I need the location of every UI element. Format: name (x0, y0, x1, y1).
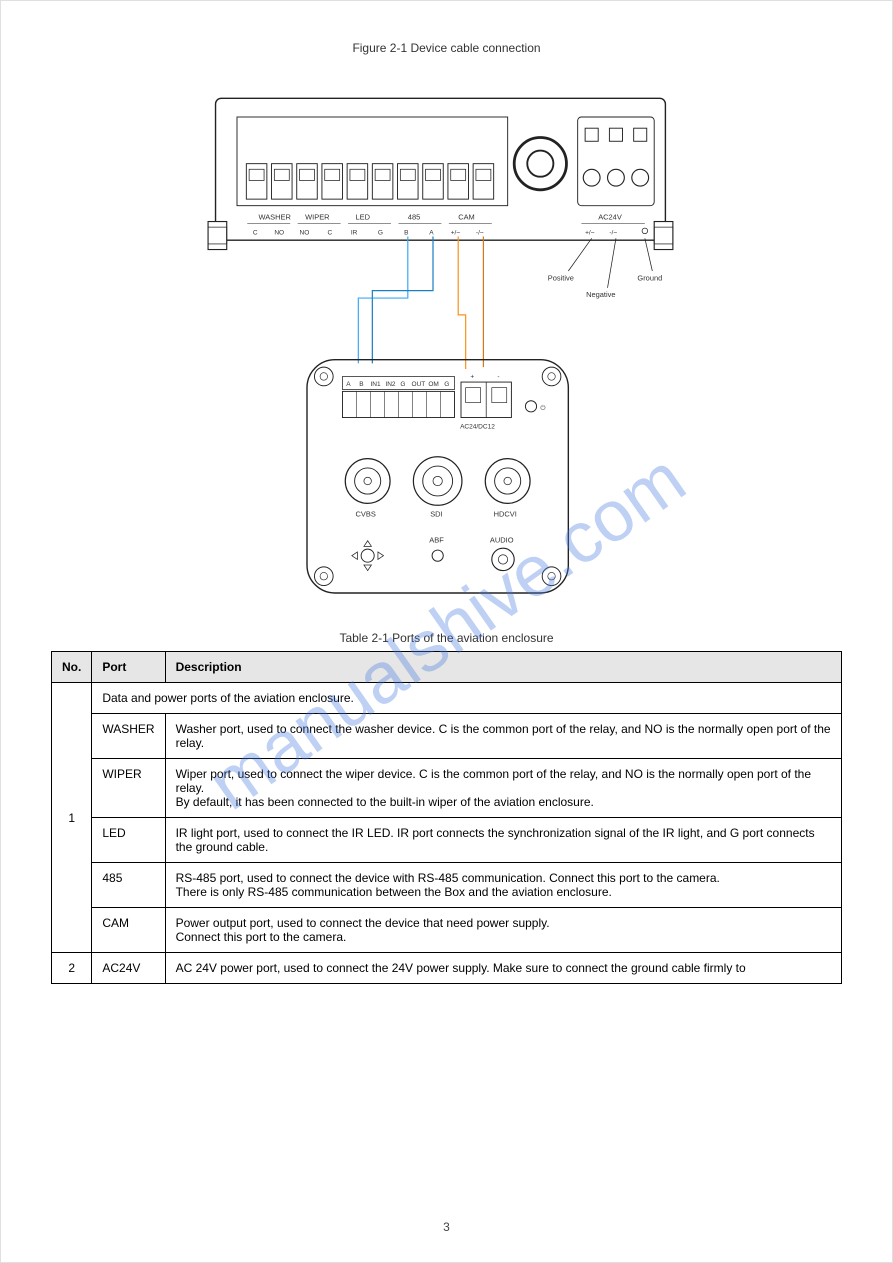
label-hdcvi: HDCVI (493, 509, 516, 518)
svg-text:⏻: ⏻ (540, 405, 545, 412)
table-row: 485 RS-485 port, used to connect the dev… (52, 863, 842, 908)
sdi-connector: SDI (413, 457, 462, 519)
table-row: CAM Power output port, used to connect t… (52, 908, 842, 953)
svg-text:-/~: -/~ (609, 230, 617, 237)
label-abf: ABF (429, 536, 444, 545)
svg-text:-/~: -/~ (475, 230, 483, 237)
col-description: Description (165, 652, 841, 683)
cell-port: WASHER (92, 714, 165, 759)
label-led: LED (355, 213, 370, 222)
table-row: 2 AC24V AC 24V power port, used to conne… (52, 953, 842, 984)
svg-text:-: - (497, 373, 499, 380)
cvbs-connector: CVBS (345, 459, 390, 519)
wire-485-a (372, 236, 433, 363)
table-header-row: No. Port Description (52, 652, 842, 683)
svg-text:+: + (470, 373, 474, 380)
table-row: WIPER Wiper port, used to connect the wi… (52, 759, 842, 818)
svg-text:IN2: IN2 (385, 381, 396, 388)
cell-no: 2 (52, 953, 92, 984)
lower-device: A B IN1 IN2 G OUT OM G (307, 360, 568, 593)
upper-device: WASHER WIPER LED 485 CAM C NO NO C IR G … (208, 98, 673, 249)
terminal-block (246, 164, 493, 199)
table-row: LED IR light port, used to connect the I… (52, 818, 842, 863)
callout-negative: Negative (586, 290, 615, 299)
svg-text:NO: NO (274, 230, 284, 237)
svg-text:B: B (359, 381, 363, 388)
col-no: No. (52, 652, 92, 683)
svg-text:G: G (377, 230, 382, 237)
svg-text:NO: NO (299, 230, 309, 237)
svg-text:A: A (429, 230, 434, 237)
dpad (351, 541, 383, 571)
svg-text:G: G (444, 381, 449, 388)
callout-positive: Positive (547, 273, 573, 282)
svg-text:C: C (327, 230, 332, 237)
wire-cam-pos (458, 236, 465, 369)
svg-text:B: B (404, 230, 408, 237)
svg-text:A: A (346, 381, 351, 388)
svg-text:+/~: +/~ (585, 230, 595, 237)
figure-label: Figure 2-1 Device cable connection (51, 41, 842, 55)
wiring-diagram: WASHER WIPER LED 485 CAM C NO NO C IR G … (147, 61, 747, 621)
label-ac24dc12: AC24/DC12 (460, 424, 495, 431)
label-audio: AUDIO (489, 536, 513, 545)
cell-desc: AC 24V power port, used to connect the 2… (165, 953, 841, 984)
cell-desc: RS-485 port, used to connect the device … (165, 863, 841, 908)
callout-ground: Ground (637, 273, 662, 282)
label-ac24v: AC24V (598, 213, 622, 222)
wire-485-b (358, 236, 407, 363)
cell-desc: Wiper port, used to connect the wiper de… (165, 759, 841, 818)
cell-desc: Washer port, used to connect the washer … (165, 714, 841, 759)
cell-desc: Power output port, used to connect the d… (165, 908, 841, 953)
cell-port: LED (92, 818, 165, 863)
label-wiper: WIPER (305, 213, 330, 222)
svg-text:OM: OM (428, 381, 439, 388)
cell-no: 1 (52, 683, 92, 953)
table-caption: Table 2-1 Ports of the aviation enclosur… (51, 631, 842, 645)
cell-port: WIPER (92, 759, 165, 818)
svg-text:G: G (400, 381, 405, 388)
svg-text:+/~: +/~ (450, 230, 460, 237)
col-port: Port (92, 652, 165, 683)
cell-port: CAM (92, 908, 165, 953)
cell-desc: IR light port, used to connect the IR LE… (165, 818, 841, 863)
label-washer: WASHER (258, 213, 291, 222)
page-number: 3 (1, 1220, 892, 1234)
label-cvbs: CVBS (355, 509, 375, 518)
cell-port: AC24V (92, 953, 165, 984)
group-header: Data and power ports of the aviation enc… (92, 683, 842, 714)
svg-text:IN1: IN1 (370, 381, 381, 388)
document-page: manualshive.com Figure 2-1 Device cable … (0, 0, 893, 1263)
label-cam: CAM (458, 213, 475, 222)
label-485: 485 (407, 213, 419, 222)
table-row: WASHER Washer port, used to connect the … (52, 714, 842, 759)
hdcvi-connector: HDCVI (485, 459, 530, 519)
ports-table: No. Port Description 1 Data and power po… (51, 651, 842, 984)
cell-port: 485 (92, 863, 165, 908)
table-row: 1 Data and power ports of the aviation e… (52, 683, 842, 714)
svg-text:OUT: OUT (411, 381, 425, 388)
svg-text:C: C (252, 230, 257, 237)
label-sdi: SDI (430, 509, 442, 518)
svg-text:IR: IR (350, 230, 357, 237)
